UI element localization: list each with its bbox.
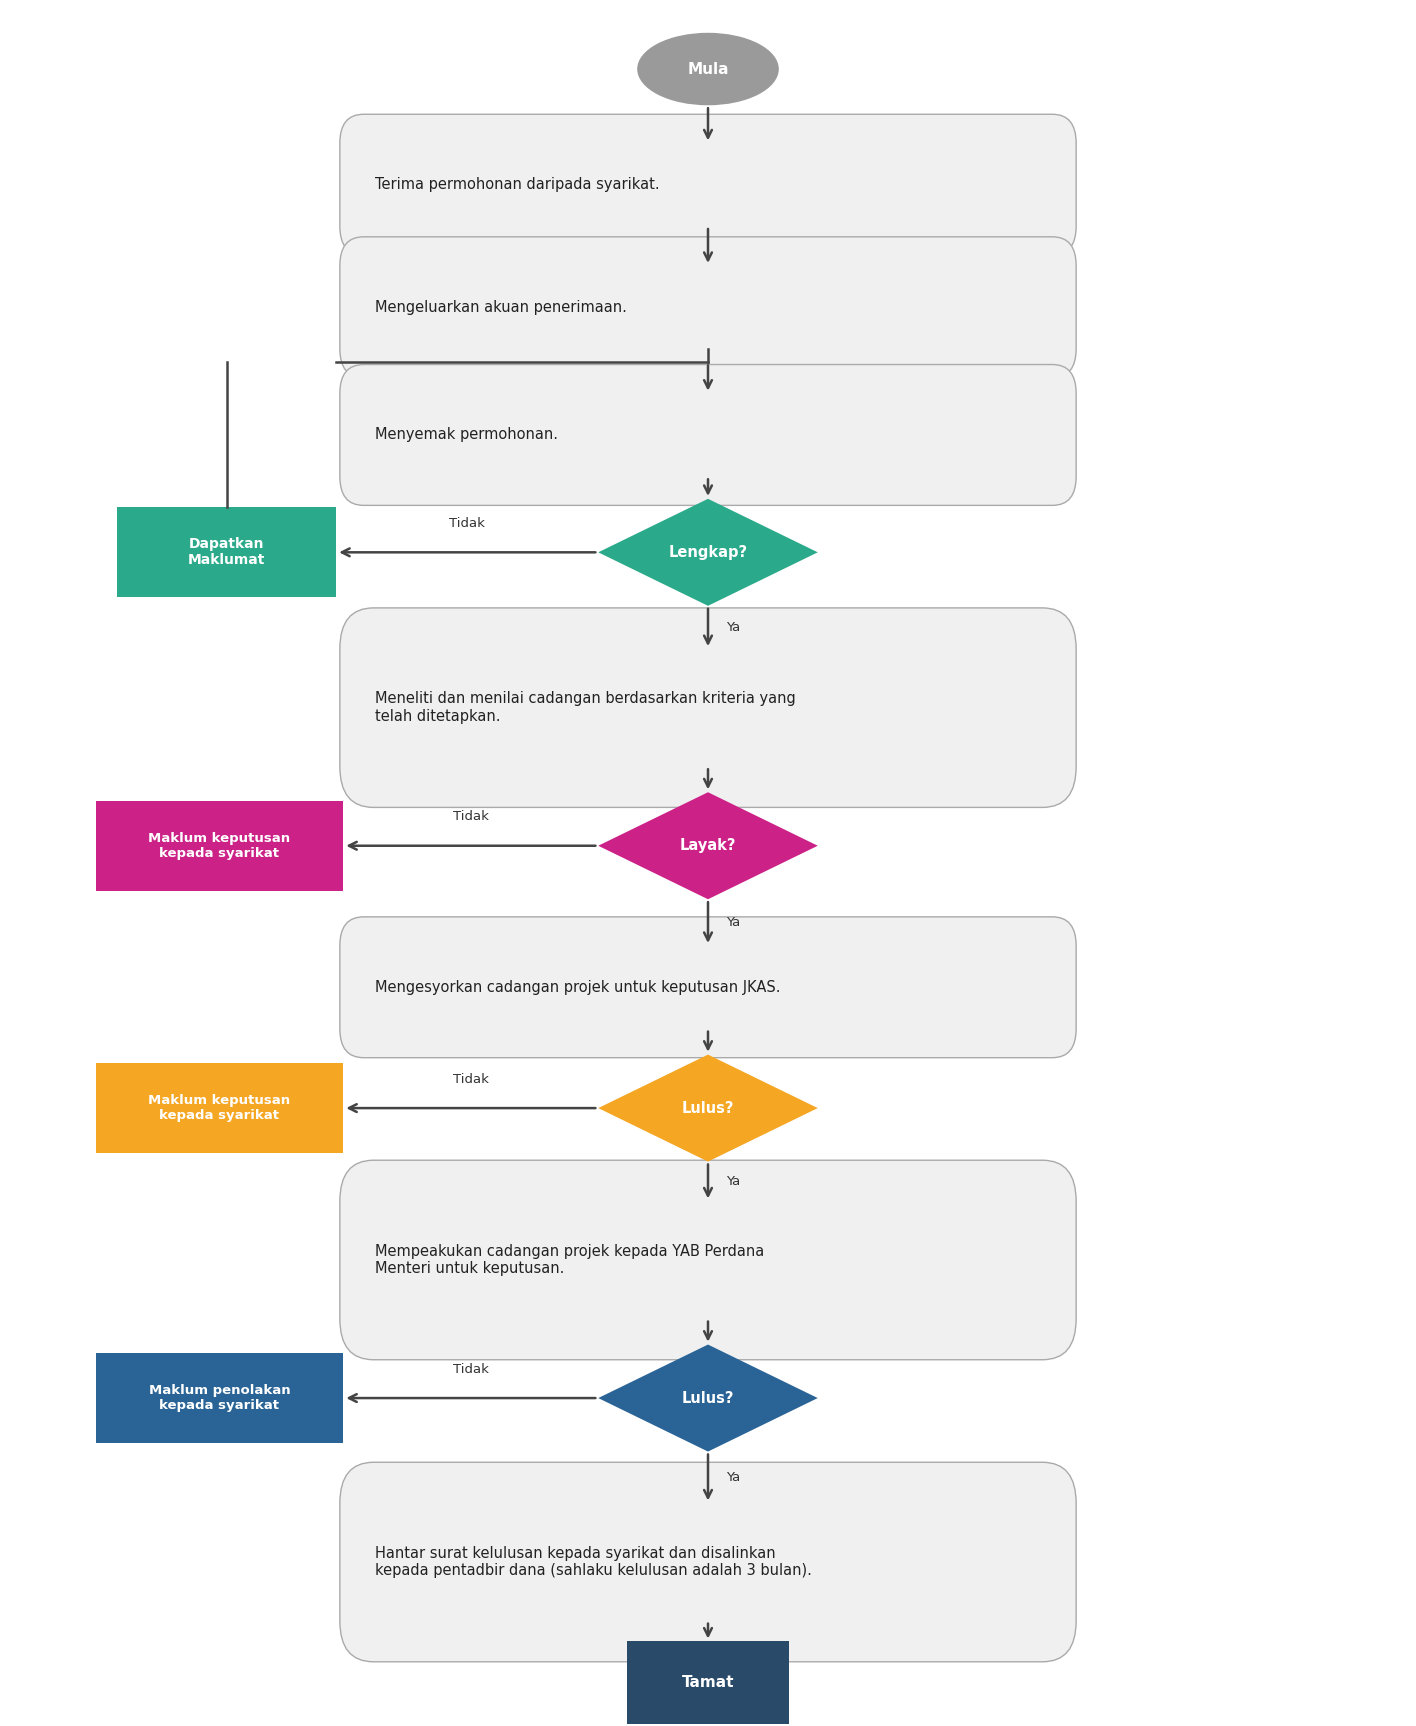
FancyBboxPatch shape bbox=[340, 114, 1076, 255]
Text: Hantar surat kelulusan kepada syarikat dan disalinkan
kepada pentadbir dana (sah: Hantar surat kelulusan kepada syarikat d… bbox=[375, 1546, 813, 1578]
Text: Lengkap?: Lengkap? bbox=[668, 545, 748, 559]
Polygon shape bbox=[598, 1055, 818, 1162]
Text: Lulus?: Lulus? bbox=[681, 1101, 735, 1115]
Text: Mengesyorkan cadangan projek untuk keputusan JKAS.: Mengesyorkan cadangan projek untuk keput… bbox=[375, 980, 780, 994]
FancyBboxPatch shape bbox=[626, 1641, 790, 1724]
FancyBboxPatch shape bbox=[340, 364, 1076, 506]
Text: Mengeluarkan akuan penerimaan.: Mengeluarkan akuan penerimaan. bbox=[375, 300, 627, 314]
Text: Maklum keputusan
kepada syarikat: Maklum keputusan kepada syarikat bbox=[149, 1094, 290, 1122]
Polygon shape bbox=[598, 499, 818, 606]
FancyBboxPatch shape bbox=[116, 507, 337, 597]
Text: Terima permohonan daripada syarikat.: Terima permohonan daripada syarikat. bbox=[375, 178, 660, 192]
Polygon shape bbox=[598, 1345, 818, 1452]
Text: Tamat: Tamat bbox=[681, 1676, 735, 1690]
Text: Maklum penolakan
kepada syarikat: Maklum penolakan kepada syarikat bbox=[149, 1384, 290, 1412]
Text: Mempeakukan cadangan projek kepada YAB Perdana
Menteri untuk keputusan.: Mempeakukan cadangan projek kepada YAB P… bbox=[375, 1244, 765, 1276]
Text: Tidak: Tidak bbox=[453, 1072, 489, 1086]
Text: Tidak: Tidak bbox=[453, 809, 489, 823]
Text: Ya: Ya bbox=[726, 1175, 741, 1187]
Ellipse shape bbox=[637, 33, 779, 105]
FancyBboxPatch shape bbox=[96, 801, 343, 891]
FancyBboxPatch shape bbox=[340, 1462, 1076, 1662]
FancyBboxPatch shape bbox=[340, 608, 1076, 808]
FancyBboxPatch shape bbox=[340, 1160, 1076, 1360]
Text: Meneliti dan menilai cadangan berdasarkan kriteria yang
telah ditetapkan.: Meneliti dan menilai cadangan berdasarka… bbox=[375, 692, 796, 723]
Text: Ya: Ya bbox=[726, 1471, 741, 1484]
Text: Mula: Mula bbox=[687, 62, 729, 76]
Text: Tidak: Tidak bbox=[449, 516, 486, 530]
Text: Dapatkan
Maklumat: Dapatkan Maklumat bbox=[188, 537, 265, 568]
Text: Tidak: Tidak bbox=[453, 1362, 489, 1376]
Text: Maklum keputusan
kepada syarikat: Maklum keputusan kepada syarikat bbox=[149, 832, 290, 860]
Text: Layak?: Layak? bbox=[680, 839, 736, 853]
FancyBboxPatch shape bbox=[96, 1063, 343, 1153]
Polygon shape bbox=[598, 792, 818, 899]
FancyBboxPatch shape bbox=[96, 1353, 343, 1443]
Text: Lulus?: Lulus? bbox=[681, 1391, 735, 1405]
Text: Menyemak permohonan.: Menyemak permohonan. bbox=[375, 428, 558, 442]
FancyBboxPatch shape bbox=[340, 236, 1076, 378]
FancyBboxPatch shape bbox=[340, 917, 1076, 1058]
Text: Ya: Ya bbox=[726, 621, 741, 633]
Text: Ya: Ya bbox=[726, 917, 741, 929]
